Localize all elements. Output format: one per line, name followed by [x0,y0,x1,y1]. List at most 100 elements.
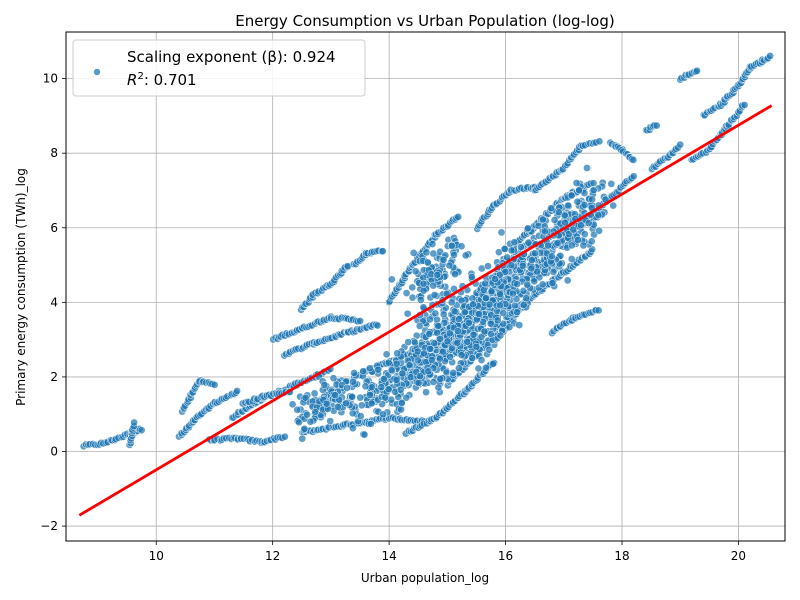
data-point [233,387,241,395]
data-point [413,356,422,365]
data-point [356,393,365,402]
data-point [434,383,443,392]
data-point [365,364,374,373]
data-point [311,408,320,416]
data-point [405,361,414,370]
data-point [469,330,478,339]
data-point [629,156,638,164]
data-point [357,401,366,410]
data-point [595,137,604,146]
data-point [548,279,557,287]
data-point [320,381,329,389]
data-point [359,367,368,376]
data-point [541,227,549,236]
x-tick-label: 14 [381,549,396,563]
data-point [513,280,522,288]
data-point [454,327,462,335]
data-point [439,310,448,319]
data-point [567,255,576,263]
data-point [629,172,638,181]
data-point [373,321,382,330]
data-point [374,365,383,374]
data-point [384,385,393,394]
x-tick-label: 12 [265,549,280,563]
data-point [588,195,596,204]
data-point [579,241,588,250]
data-point [130,418,138,427]
data-point [422,248,431,257]
data-point [499,309,508,317]
data-point [519,301,528,309]
data-point [445,329,454,338]
legend-box [72,39,366,97]
x-tick-label: 16 [498,549,513,563]
data-point [448,344,456,353]
data-point [349,424,357,433]
data-point [472,342,481,351]
data-point [507,246,516,255]
data-point [446,353,454,361]
data-point [482,294,490,303]
data-point [505,323,514,331]
data-point [310,389,319,398]
data-point [137,426,146,435]
data-point [547,204,555,213]
data-point [497,228,506,237]
r-squared-variable: R [127,71,137,89]
data-point [382,350,391,359]
data-point [482,363,490,372]
y-tick-label: 10 [43,72,58,86]
data-point [436,334,444,343]
data-point [396,385,405,394]
data-point [594,211,603,219]
data-point [583,164,591,172]
data-point [530,277,539,286]
data-point [303,410,311,419]
data-point [433,270,442,279]
data-point [577,221,585,230]
x-tick-label: 18 [614,549,629,563]
y-tick-label: 8 [50,146,58,160]
plot-frame [65,31,786,542]
data-point [527,264,536,273]
data-point [500,245,509,253]
data-point [349,377,357,386]
data-point [460,308,469,317]
y-axis-ticks: −2 0 2 4 6 8 10 [40,72,66,533]
data-point [348,392,356,401]
data-point [411,338,419,347]
data-point [538,280,547,289]
data-point [392,359,401,368]
data-point [554,208,563,217]
data-point [496,301,504,310]
data-point [417,296,425,304]
data-point [411,267,420,276]
data-point [595,226,603,235]
regression-fit-line [78,104,773,517]
data-point [587,237,596,246]
y-axis-label: Primary energy consumption (TWh)_log [14,168,28,406]
data-point [424,367,433,376]
data-point [408,283,417,292]
data-point [387,366,396,374]
data-point [343,384,351,392]
data-point [378,247,387,256]
data-point [550,216,559,224]
data-point [594,306,603,315]
data-point [398,369,407,378]
data-point [356,317,365,325]
data-point [402,393,411,402]
data-point [518,261,527,270]
data-point [419,286,428,295]
data-point [479,286,488,294]
r-squared-value: : 0.701 [144,71,197,89]
data-point [564,201,572,210]
scatter-points [79,52,774,451]
data-point [428,240,437,248]
data-point [397,405,405,414]
data-point [509,289,517,298]
data-point [392,376,401,384]
data-point [485,300,494,309]
data-point [544,241,552,250]
